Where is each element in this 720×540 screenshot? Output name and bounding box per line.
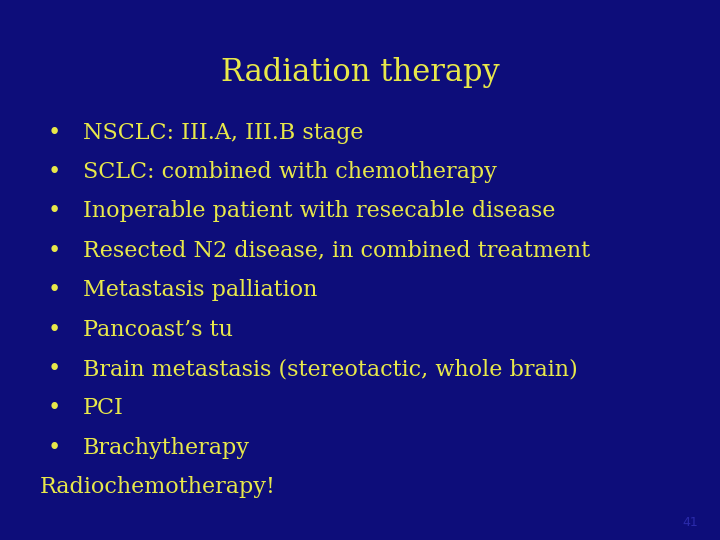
- Text: •: •: [48, 437, 60, 459]
- Text: •: •: [48, 240, 60, 262]
- Text: •: •: [48, 319, 60, 341]
- Text: NSCLC: III.A, III.B stage: NSCLC: III.A, III.B stage: [83, 122, 363, 144]
- Text: •: •: [48, 122, 60, 144]
- Text: Resected N2 disease, in combined treatment: Resected N2 disease, in combined treatme…: [83, 240, 590, 262]
- Text: Inoperable patient with resecable disease: Inoperable patient with resecable diseas…: [83, 200, 555, 222]
- Text: •: •: [48, 200, 60, 222]
- Text: PCI: PCI: [83, 397, 124, 420]
- Text: Radiation therapy: Radiation therapy: [220, 57, 500, 87]
- Text: •: •: [48, 397, 60, 420]
- Text: Radiochemotherapy!: Radiochemotherapy!: [40, 476, 276, 498]
- Text: SCLC: combined with chemotherapy: SCLC: combined with chemotherapy: [83, 161, 497, 183]
- Text: 41: 41: [683, 516, 698, 529]
- Text: •: •: [48, 358, 60, 380]
- Text: •: •: [48, 161, 60, 183]
- Text: Pancoast’s tu: Pancoast’s tu: [83, 319, 233, 341]
- Text: Brachytherapy: Brachytherapy: [83, 437, 250, 459]
- Text: Metastasis palliation: Metastasis palliation: [83, 279, 318, 301]
- Text: •: •: [48, 279, 60, 301]
- Text: Brain metastasis (stereotactic, whole brain): Brain metastasis (stereotactic, whole br…: [83, 358, 577, 380]
